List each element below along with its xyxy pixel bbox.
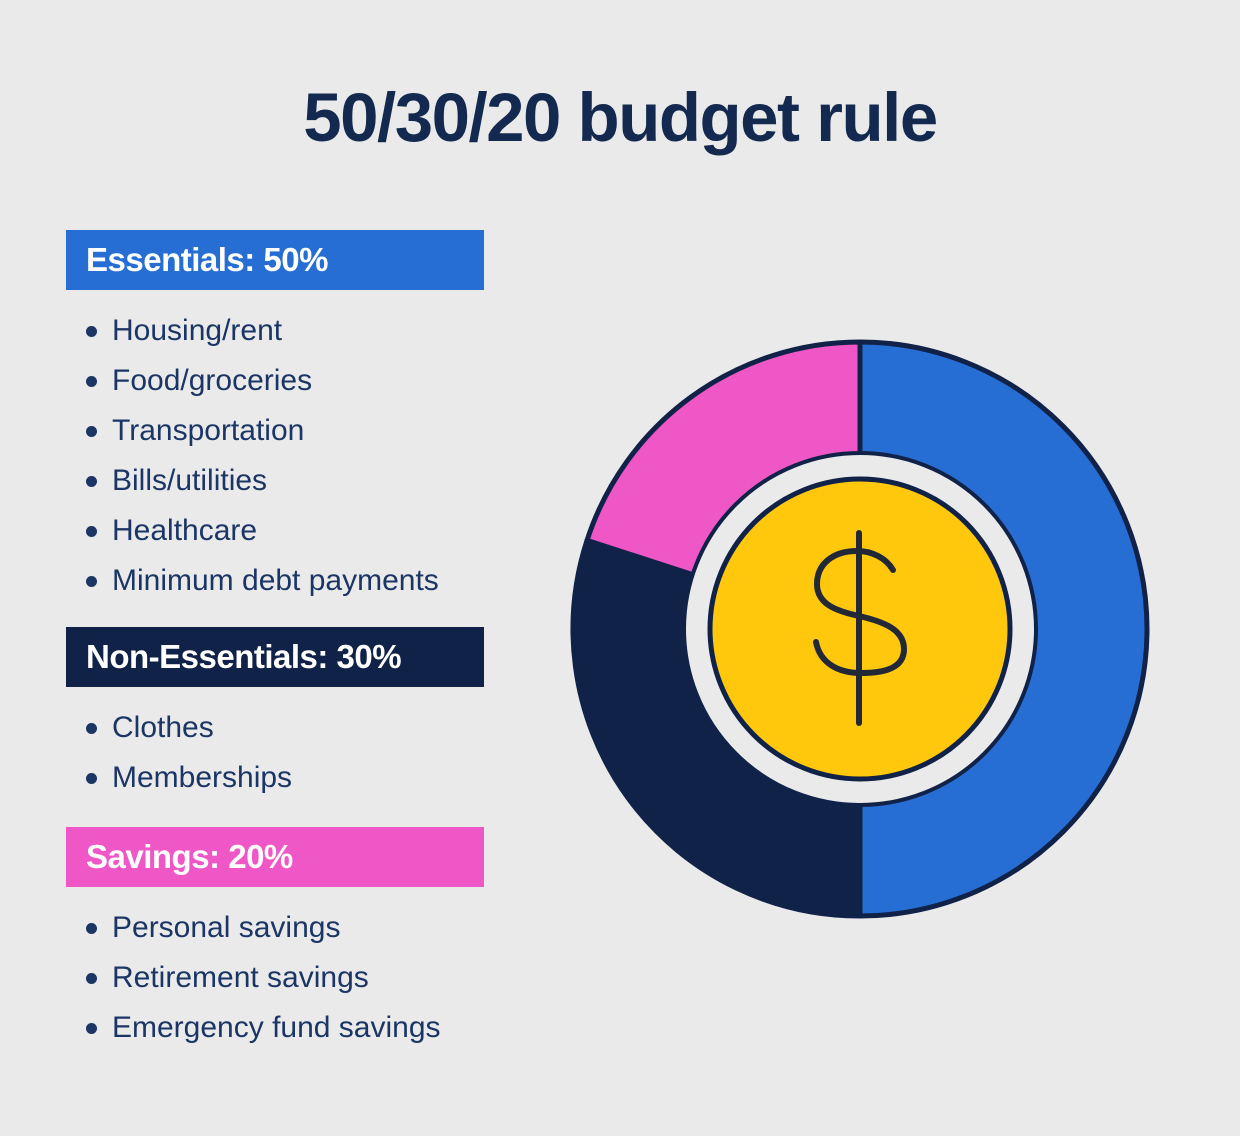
bullet-dot	[86, 575, 97, 587]
bullet-dot	[86, 1022, 97, 1034]
section-savings: Savings: 20% Personal savings Retirement…	[66, 827, 484, 1053]
section-header-non-essentials: Non-Essentials: 30%	[66, 627, 484, 687]
list-item: Memberships	[66, 753, 484, 803]
list-item-label: Emergency fund savings	[112, 1011, 441, 1044]
list-item: Personal savings	[66, 903, 484, 953]
bullet-dot	[86, 475, 97, 487]
list-item: Emergency fund savings	[66, 1003, 484, 1053]
list-item: Healthcare	[66, 506, 484, 556]
essentials-list: Housing/rent Food/groceries Transportati…	[66, 306, 484, 606]
bullet-dot	[86, 922, 97, 934]
list-item: Transportation	[66, 406, 484, 456]
list-item-label: Healthcare	[112, 514, 258, 547]
list-item: Minimum debt payments	[66, 556, 484, 606]
dollar-sign-icon	[813, 530, 908, 726]
savings-list: Personal savings Retirement savings Emer…	[66, 903, 484, 1053]
list-item: Food/groceries	[66, 356, 484, 406]
list-item-label: Bills/utilities	[112, 464, 268, 497]
list-item-label: Minimum debt payments	[112, 564, 439, 597]
list-item-label: Retirement savings	[112, 961, 369, 994]
bullet-dot	[86, 525, 97, 537]
section-header-essentials: Essentials: 50%	[66, 230, 484, 290]
section-essentials: Essentials: 50% Housing/rent Food/grocer…	[66, 230, 484, 606]
list-item-label: Food/groceries	[112, 364, 313, 397]
list-item: Housing/rent	[66, 306, 484, 356]
bullet-dot	[86, 972, 97, 984]
list-item-label: Clothes	[112, 711, 214, 744]
section-non-essentials: Non-Essentials: 30% Clothes Memberships	[66, 627, 484, 803]
list-item-label: Memberships	[112, 761, 293, 794]
page-title: 50/30/20 budget rule	[303, 79, 938, 156]
section-header-savings: Savings: 20%	[66, 827, 484, 887]
bullet-dot	[86, 425, 97, 437]
list-item: Clothes	[66, 703, 484, 753]
non-essentials-list: Clothes Memberships	[66, 703, 484, 803]
bullet-dot	[86, 772, 97, 784]
bullet-dot	[86, 375, 97, 387]
list-item: Retirement savings	[66, 953, 484, 1003]
list-item-label: Transportation	[112, 414, 305, 447]
bullet-dot	[86, 722, 97, 734]
donut-chart	[570, 339, 1150, 919]
bullet-dot	[86, 325, 97, 337]
list-item-label: Housing/rent	[112, 314, 283, 347]
list-item-label: Personal savings	[112, 911, 341, 944]
list-item: Bills/utilities	[66, 456, 484, 506]
